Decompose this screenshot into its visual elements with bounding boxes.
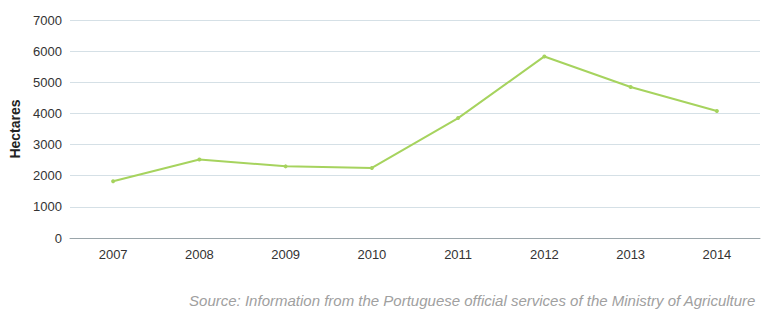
svg-text:2014: 2014 <box>702 247 731 262</box>
svg-text:2012: 2012 <box>530 247 559 262</box>
svg-text:Source: Information from the P: Source: Information from the Portuguese … <box>189 292 755 309</box>
svg-text:1000: 1000 <box>33 199 62 214</box>
svg-text:2011: 2011 <box>444 247 472 262</box>
svg-text:Hectares: Hectares <box>7 99 23 158</box>
svg-text:4000: 4000 <box>33 106 62 121</box>
svg-text:7000: 7000 <box>33 13 62 28</box>
svg-text:2008: 2008 <box>185 247 214 262</box>
svg-text:2010: 2010 <box>357 247 386 262</box>
svg-text:2007: 2007 <box>99 247 128 262</box>
svg-text:2009: 2009 <box>271 247 300 262</box>
svg-text:2000: 2000 <box>33 168 62 183</box>
svg-text:2013: 2013 <box>616 247 645 262</box>
svg-text:5000: 5000 <box>33 75 62 90</box>
svg-text:6000: 6000 <box>33 44 62 59</box>
svg-text:0: 0 <box>55 231 62 246</box>
svg-text:3000: 3000 <box>33 137 62 152</box>
